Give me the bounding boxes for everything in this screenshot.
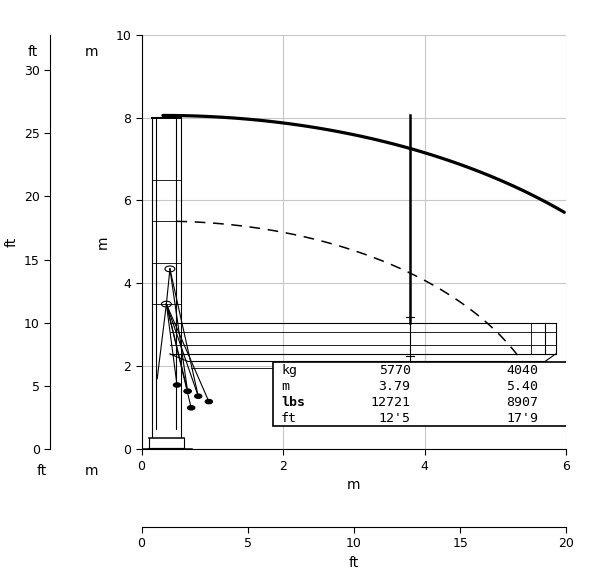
Circle shape	[184, 389, 191, 393]
Text: 17'9: 17'9	[506, 412, 538, 425]
Text: ft: ft	[281, 412, 297, 425]
Text: kg: kg	[281, 363, 297, 377]
Text: 3.79: 3.79	[379, 380, 411, 393]
Circle shape	[188, 406, 195, 410]
Y-axis label: ft: ft	[4, 237, 18, 247]
Text: m: m	[281, 380, 289, 393]
Text: 12721: 12721	[371, 396, 411, 409]
Text: m: m	[85, 45, 98, 59]
Text: 5770: 5770	[379, 363, 411, 377]
Y-axis label: m: m	[96, 235, 110, 249]
Text: 12'5: 12'5	[379, 412, 411, 425]
Text: ft: ft	[27, 45, 38, 59]
X-axis label: m: m	[348, 478, 360, 492]
Text: 8907: 8907	[506, 396, 538, 409]
Text: 4040: 4040	[506, 363, 538, 377]
Text: m: m	[85, 464, 98, 478]
Circle shape	[173, 383, 181, 387]
FancyBboxPatch shape	[273, 362, 570, 426]
Circle shape	[205, 400, 212, 404]
Circle shape	[184, 389, 191, 393]
Circle shape	[195, 394, 202, 398]
Text: lbs: lbs	[281, 396, 305, 409]
Text: 5.40: 5.40	[506, 380, 538, 393]
X-axis label: ft: ft	[349, 556, 359, 570]
Text: ft: ft	[36, 464, 47, 478]
